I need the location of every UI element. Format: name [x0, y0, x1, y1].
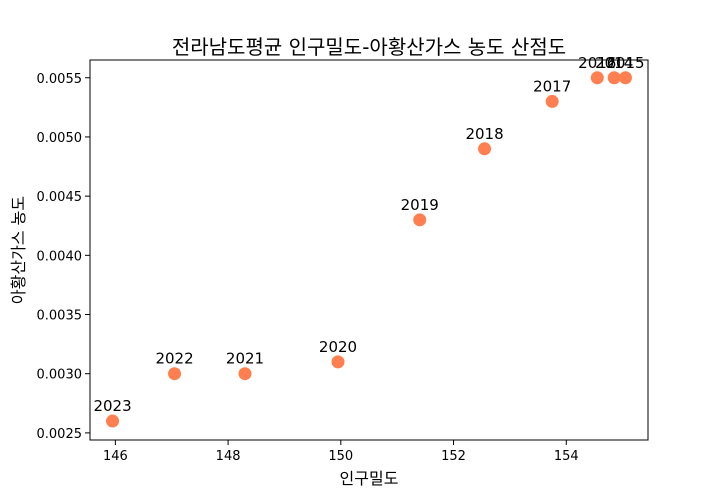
- data-point: [607, 71, 621, 85]
- data-label: 2020: [319, 338, 357, 356]
- data-point: [478, 142, 492, 156]
- data-point: [545, 94, 559, 108]
- y-axis-label: 아황산가스 농도: [9, 196, 28, 304]
- x-tick-label: 146: [103, 449, 128, 464]
- data-points: [106, 71, 632, 428]
- data-label: 2021: [226, 350, 264, 368]
- y-tick-label: 0.0055: [37, 72, 83, 87]
- plot-area: [89, 59, 649, 441]
- data-point: [168, 367, 182, 381]
- y-axis: 0.0025 0.0030 0.0035 0.0040 0.0045 0.0050 0.00…: [37, 72, 90, 442]
- data-point: [238, 367, 252, 381]
- data-label: 2023: [93, 397, 131, 415]
- data-label: 2016: [578, 54, 616, 72]
- data-point: [331, 355, 345, 369]
- x-tick-label: 154: [554, 449, 579, 464]
- data-point: [413, 213, 427, 227]
- chart-title: 전라남도평균 인구밀도-아황산가스 농도 산점도: [172, 35, 566, 59]
- data-label: 2022: [155, 350, 193, 368]
- x-tick-label: 150: [328, 449, 353, 464]
- x-axis: 146 148 150 152 154: [103, 440, 579, 464]
- y-tick-label: 0.0030: [37, 368, 83, 383]
- x-tick-label: 152: [441, 449, 466, 464]
- y-tick-label: 0.0045: [37, 190, 83, 205]
- data-point: [590, 71, 604, 85]
- data-label: 2017: [533, 77, 571, 95]
- data-label: 2014: [595, 54, 633, 72]
- x-axis-label: 인구밀도: [340, 469, 399, 488]
- y-tick-label: 0.0025: [37, 427, 83, 442]
- data-point: [106, 414, 120, 428]
- x-tick-label: 148: [216, 449, 241, 464]
- data-label: 2018: [465, 125, 503, 143]
- y-tick-label: 0.0040: [37, 249, 83, 264]
- data-point: [618, 71, 632, 85]
- data-label: 2015: [606, 54, 644, 72]
- data-label: 2019: [401, 196, 439, 214]
- y-tick-label: 0.0050: [37, 131, 83, 146]
- y-tick-label: 0.0035: [37, 309, 83, 324]
